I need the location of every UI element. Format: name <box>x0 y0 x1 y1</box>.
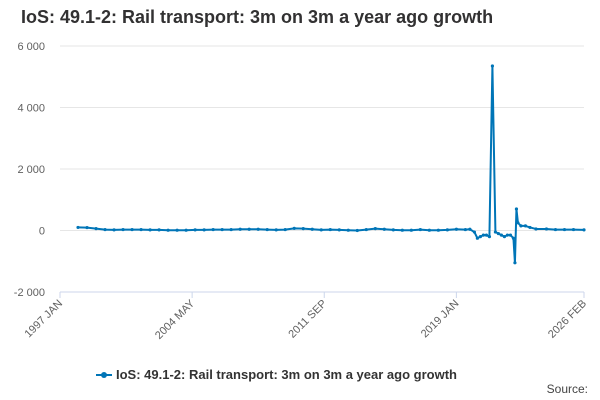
series-layer <box>76 64 586 265</box>
data-point[interactable] <box>562 227 567 232</box>
data-point[interactable] <box>481 233 485 237</box>
data-point[interactable] <box>265 227 269 232</box>
x-axis-labels: 1997 JAN 2004 MAY 2011 SEP 2019 JAN 2026 FEB <box>22 297 589 342</box>
data-point[interactable] <box>346 228 350 232</box>
legend-label: IoS: 49.1-2: Rail transport: 3m on 3m a … <box>116 367 457 382</box>
data-point[interactable] <box>478 235 482 239</box>
data-point[interactable] <box>490 64 495 68</box>
data-point[interactable] <box>130 227 134 232</box>
data-point[interactable] <box>292 226 296 230</box>
data-point[interactable] <box>496 231 501 236</box>
data-point[interactable] <box>193 228 197 232</box>
grid-lines <box>60 45 584 293</box>
data-point[interactable] <box>355 228 359 233</box>
y-tick-label: -2 000 <box>14 287 45 299</box>
data-point[interactable] <box>85 225 89 230</box>
data-point[interactable] <box>445 228 449 232</box>
data-point[interactable] <box>166 228 170 232</box>
data-point[interactable] <box>505 233 510 237</box>
y-tick-label: 6 000 <box>17 41 45 53</box>
data-point[interactable] <box>544 227 549 231</box>
x-tick-label: 1997 JAN <box>22 298 65 341</box>
data-point[interactable] <box>157 228 161 232</box>
data-point[interactable] <box>220 227 224 232</box>
data-point[interactable] <box>211 227 215 232</box>
data-point[interactable] <box>582 228 586 232</box>
data-point[interactable] <box>499 233 504 237</box>
data-point[interactable] <box>484 233 489 237</box>
x-tick-label: 2026 FEB <box>546 298 589 341</box>
data-point[interactable] <box>487 235 492 239</box>
data-point[interactable] <box>534 227 538 231</box>
data-point[interactable] <box>472 230 476 234</box>
legend[interactable]: IoS: 49.1-2: Rail transport: 3m on 3m a … <box>96 367 457 382</box>
data-point[interactable] <box>94 227 98 231</box>
y-axis-labels: -2 000 0 2 000 4 000 6 000 <box>14 41 45 299</box>
data-point[interactable] <box>571 227 576 232</box>
data-point[interactable] <box>427 228 431 232</box>
data-point[interactable] <box>238 227 242 231</box>
data-point[interactable] <box>364 227 368 232</box>
data-point[interactable] <box>202 228 206 232</box>
data-point[interactable] <box>175 228 179 232</box>
data-point[interactable] <box>283 227 287 232</box>
y-tick-label: 0 <box>39 226 45 238</box>
data-point[interactable] <box>184 228 188 232</box>
data-point[interactable] <box>148 228 152 232</box>
data-point[interactable] <box>475 236 479 240</box>
data-point[interactable] <box>328 227 332 232</box>
data-point[interactable] <box>319 228 323 232</box>
data-point[interactable] <box>229 227 233 232</box>
series-line[interactable] <box>78 64 585 264</box>
data-point[interactable] <box>301 227 305 231</box>
data-point[interactable] <box>112 228 116 232</box>
data-point[interactable] <box>528 225 532 230</box>
data-point[interactable] <box>103 227 107 232</box>
legend-marker-swatch <box>101 372 107 378</box>
data-point[interactable] <box>256 227 260 231</box>
data-point[interactable] <box>454 227 458 231</box>
data-point[interactable] <box>508 233 513 237</box>
data-point[interactable] <box>519 224 523 228</box>
data-point[interactable] <box>400 228 404 232</box>
data-point[interactable] <box>513 261 517 265</box>
data-point[interactable] <box>121 227 125 232</box>
data-point[interactable] <box>463 227 467 232</box>
data-point[interactable] <box>409 228 413 232</box>
data-point[interactable] <box>502 235 507 239</box>
data-point[interactable] <box>382 227 386 231</box>
data-point[interactable] <box>418 227 422 232</box>
y-tick-label: 2 000 <box>17 164 45 176</box>
y-tick-label: 4 000 <box>17 103 45 115</box>
x-tick-label: 2004 MAY <box>153 297 198 342</box>
x-tick-label: 2011 SEP <box>286 298 329 341</box>
data-point[interactable] <box>436 228 440 232</box>
data-point[interactable] <box>523 224 528 228</box>
data-point[interactable] <box>139 227 143 232</box>
data-point[interactable] <box>514 207 519 211</box>
data-point[interactable] <box>337 228 341 232</box>
data-point[interactable] <box>511 236 516 240</box>
data-point[interactable] <box>553 227 558 232</box>
x-axis <box>59 291 585 298</box>
data-point[interactable] <box>247 227 251 231</box>
x-tick-label: 2019 JAN <box>419 298 462 341</box>
data-point[interactable] <box>516 221 520 225</box>
data-point[interactable] <box>274 228 278 232</box>
data-point[interactable] <box>468 227 472 231</box>
data-point[interactable] <box>373 227 377 231</box>
data-point[interactable] <box>493 230 498 234</box>
data-point[interactable] <box>76 225 80 230</box>
chart-title: IoS: 49.1-2: Rail transport: 3m on 3m a … <box>21 7 494 27</box>
data-point[interactable] <box>310 227 314 231</box>
source-label[interactable]: Source: <box>547 382 588 396</box>
data-point[interactable] <box>391 228 395 232</box>
